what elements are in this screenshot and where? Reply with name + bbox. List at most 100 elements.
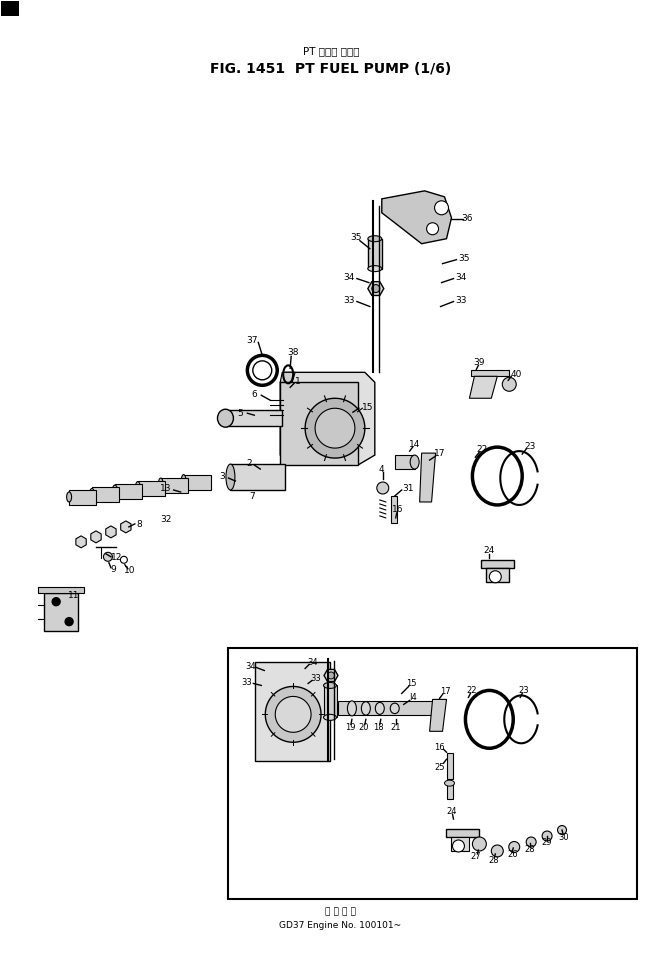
Text: 7: 7	[249, 493, 255, 502]
Text: 27: 27	[470, 853, 481, 861]
Polygon shape	[469, 376, 497, 398]
Text: 6: 6	[251, 390, 257, 399]
Ellipse shape	[90, 488, 95, 500]
Text: 部 品 番 号: 部 品 番 号	[324, 907, 355, 916]
Text: 32: 32	[160, 515, 171, 524]
Text: 33: 33	[241, 678, 252, 687]
Text: 17: 17	[440, 687, 451, 696]
Circle shape	[526, 837, 536, 847]
Text: 33: 33	[343, 296, 355, 305]
Text: 23: 23	[524, 442, 536, 451]
Polygon shape	[446, 783, 453, 799]
Polygon shape	[368, 239, 382, 269]
Text: 29: 29	[542, 839, 552, 848]
Polygon shape	[338, 702, 434, 715]
Circle shape	[52, 598, 60, 606]
Ellipse shape	[368, 236, 382, 242]
Ellipse shape	[368, 266, 382, 271]
Text: 24: 24	[446, 807, 457, 815]
Circle shape	[452, 840, 465, 852]
Text: 38: 38	[288, 348, 299, 357]
Text: 34: 34	[308, 658, 318, 667]
Ellipse shape	[181, 474, 186, 489]
Polygon shape	[280, 372, 295, 382]
Text: 26: 26	[507, 851, 518, 859]
Polygon shape	[305, 398, 365, 458]
Polygon shape	[69, 490, 96, 505]
Text: 34: 34	[455, 273, 467, 282]
Text: 9: 9	[110, 565, 116, 574]
Circle shape	[473, 837, 487, 851]
Text: 22: 22	[466, 686, 477, 695]
Polygon shape	[391, 496, 396, 523]
Text: 19: 19	[345, 723, 355, 732]
Circle shape	[372, 284, 380, 293]
Text: 12: 12	[111, 554, 123, 563]
Polygon shape	[487, 567, 509, 582]
Text: 3: 3	[219, 471, 225, 480]
Text: 2: 2	[247, 459, 252, 467]
Ellipse shape	[410, 455, 419, 469]
Polygon shape	[38, 587, 84, 593]
Circle shape	[491, 845, 503, 857]
Ellipse shape	[217, 410, 233, 427]
Ellipse shape	[121, 557, 127, 564]
Ellipse shape	[66, 492, 72, 502]
Text: 13: 13	[160, 483, 172, 493]
Polygon shape	[1, 1, 19, 17]
Text: 39: 39	[473, 358, 485, 367]
Polygon shape	[255, 662, 330, 761]
Text: 25: 25	[434, 762, 445, 771]
Circle shape	[558, 825, 566, 835]
Bar	[229, 648, 636, 899]
Text: 23: 23	[519, 686, 530, 695]
Polygon shape	[315, 409, 355, 448]
Text: 18: 18	[373, 723, 384, 732]
Polygon shape	[420, 453, 436, 502]
Ellipse shape	[113, 485, 117, 497]
Polygon shape	[394, 455, 414, 469]
Ellipse shape	[158, 478, 163, 492]
Text: 31: 31	[402, 483, 414, 493]
Ellipse shape	[324, 682, 337, 688]
Polygon shape	[430, 700, 446, 731]
Polygon shape	[231, 465, 285, 490]
Circle shape	[542, 831, 552, 841]
Text: 14: 14	[409, 440, 420, 449]
Polygon shape	[324, 685, 337, 717]
Circle shape	[65, 617, 73, 625]
Text: 22: 22	[477, 445, 488, 454]
Text: 1: 1	[295, 376, 301, 386]
Ellipse shape	[226, 465, 235, 490]
Ellipse shape	[375, 703, 385, 714]
Text: 16: 16	[392, 506, 404, 514]
Text: 28: 28	[488, 857, 499, 865]
Text: 33: 33	[311, 674, 322, 683]
Polygon shape	[382, 191, 452, 244]
Ellipse shape	[444, 780, 454, 786]
Polygon shape	[275, 697, 311, 732]
Ellipse shape	[324, 714, 337, 720]
Polygon shape	[481, 560, 514, 567]
Text: 15: 15	[362, 403, 373, 412]
Text: FIG. 1451  PT FUEL PUMP (1/6): FIG. 1451 PT FUEL PUMP (1/6)	[210, 62, 452, 76]
Text: 40: 40	[511, 369, 522, 379]
Circle shape	[503, 377, 516, 391]
Text: I4: I4	[409, 693, 416, 702]
Circle shape	[328, 672, 335, 679]
Ellipse shape	[361, 702, 371, 715]
Polygon shape	[44, 593, 78, 630]
Ellipse shape	[391, 703, 399, 713]
Text: 33: 33	[455, 296, 467, 305]
Text: 35: 35	[459, 254, 470, 264]
Text: 5: 5	[237, 409, 243, 417]
Polygon shape	[92, 487, 119, 502]
Polygon shape	[184, 475, 211, 490]
Polygon shape	[115, 484, 142, 499]
Text: 34: 34	[245, 662, 256, 671]
Polygon shape	[446, 829, 479, 837]
Polygon shape	[280, 382, 358, 465]
Polygon shape	[265, 686, 321, 742]
Text: 37: 37	[247, 336, 258, 345]
Text: 17: 17	[434, 449, 446, 458]
